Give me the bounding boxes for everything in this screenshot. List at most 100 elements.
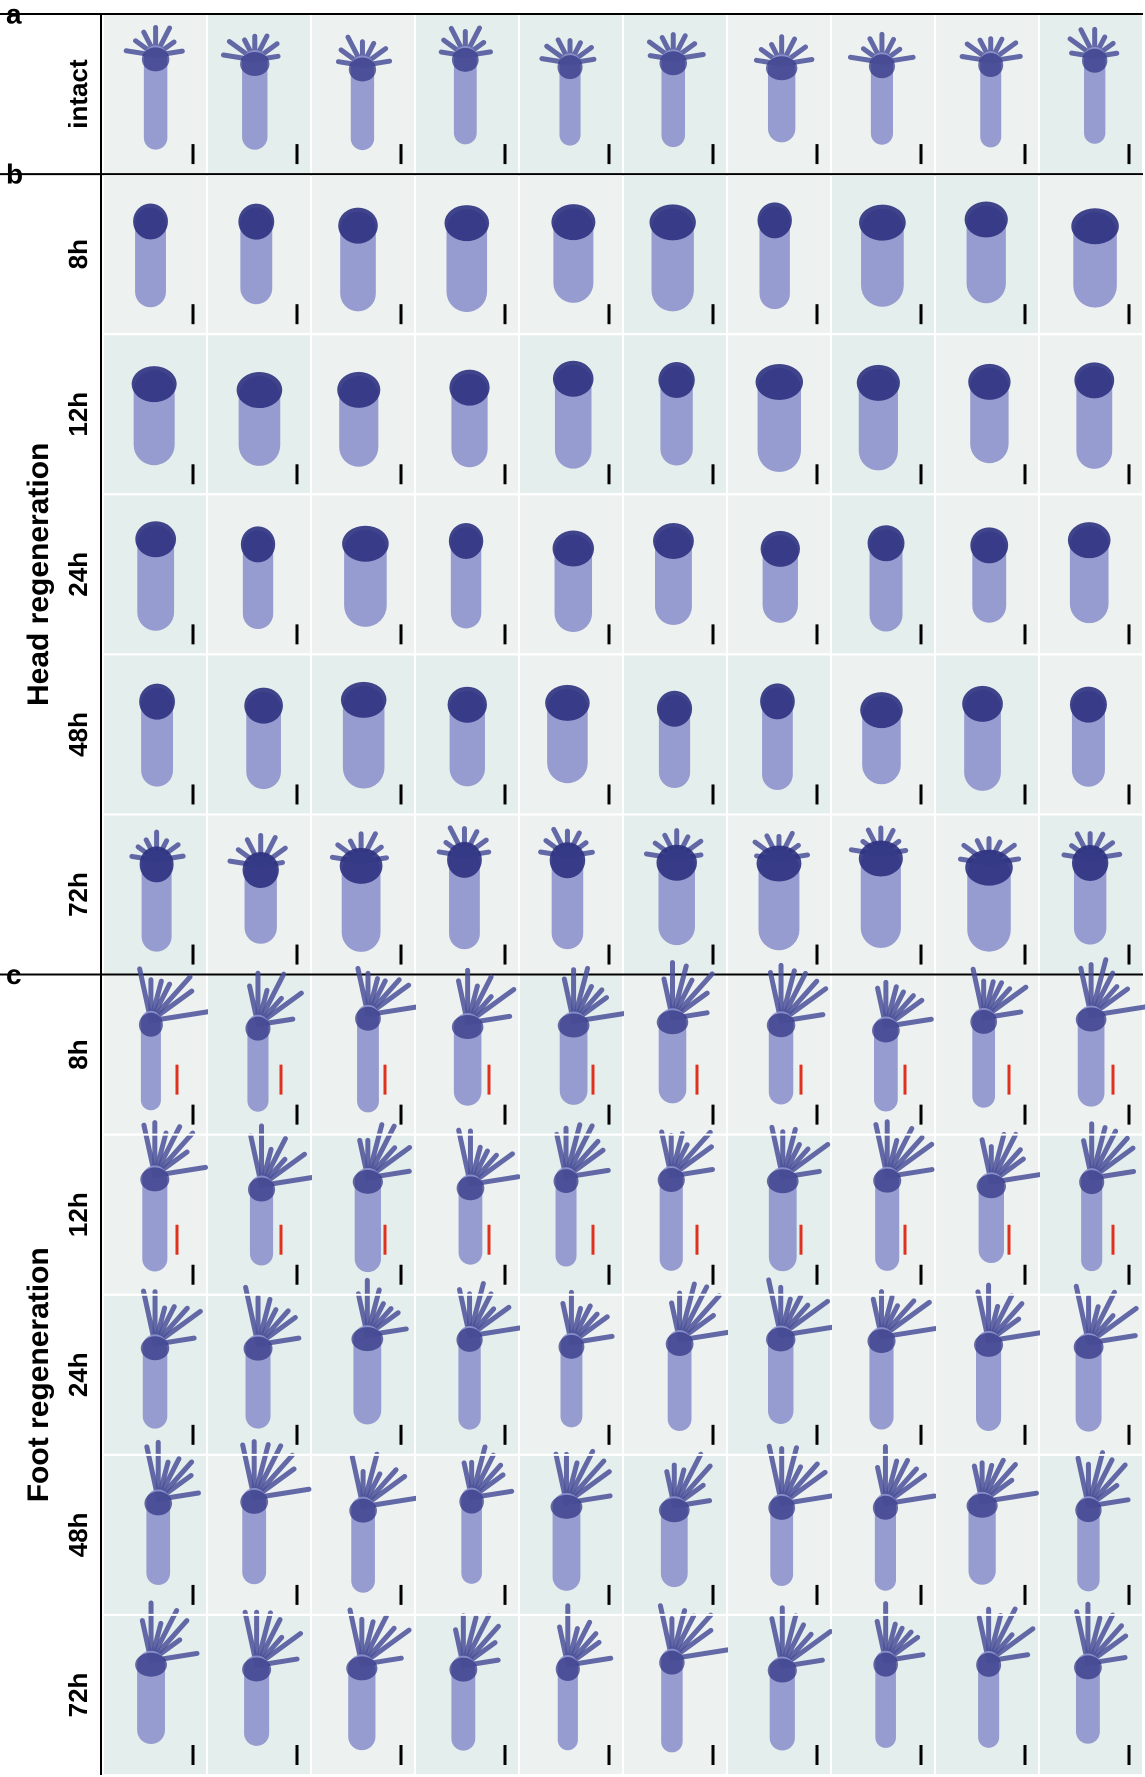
head <box>346 1656 377 1680</box>
specimen-image <box>728 15 830 173</box>
specimen-image <box>936 1456 1038 1614</box>
specimen-image <box>104 335 206 493</box>
specimen-image <box>832 15 934 173</box>
specimen-image <box>208 815 310 973</box>
specimen-image <box>936 969 1038 1133</box>
group-label: Head regeneration <box>22 443 55 706</box>
head <box>545 685 590 721</box>
specimen-image <box>624 815 726 973</box>
head <box>767 1169 799 1193</box>
specimen-image <box>832 1122 934 1294</box>
head <box>976 1653 1001 1677</box>
specimen-image <box>728 335 830 493</box>
head <box>857 365 900 401</box>
specimen-image <box>416 1616 518 1774</box>
head <box>756 364 803 400</box>
head <box>974 1333 1003 1357</box>
head <box>768 1659 797 1683</box>
specimen-image <box>1040 335 1142 493</box>
specimen-image <box>936 495 1038 653</box>
specimen-image <box>936 15 1038 173</box>
head <box>349 1499 377 1523</box>
specimen-image <box>312 1454 421 1614</box>
head <box>554 1169 579 1193</box>
head <box>551 204 595 240</box>
head <box>550 842 586 878</box>
head <box>1075 1498 1101 1522</box>
head <box>144 1491 172 1515</box>
head <box>132 366 177 402</box>
head <box>553 361 594 397</box>
specimen-image <box>312 175 414 333</box>
specimen-image <box>520 1125 622 1294</box>
head <box>860 692 903 728</box>
head <box>457 1176 485 1200</box>
head <box>243 852 279 888</box>
specimen-image <box>416 495 518 653</box>
specimen-image <box>520 335 622 493</box>
head <box>872 1018 900 1042</box>
head <box>1074 362 1114 398</box>
specimen-image <box>624 175 726 333</box>
specimen-image <box>208 655 310 813</box>
specimen-image <box>520 815 622 973</box>
head <box>766 1327 795 1351</box>
specimen-image <box>832 175 934 333</box>
specimen-image <box>104 495 206 653</box>
specimen-image <box>208 1442 310 1614</box>
head <box>873 1169 901 1193</box>
specimen-image <box>1040 1604 1142 1774</box>
head <box>240 52 269 76</box>
specimen-image <box>208 335 310 493</box>
specimen-image <box>728 175 830 333</box>
specimen-image <box>416 1283 519 1453</box>
head <box>141 1336 170 1360</box>
head <box>1068 522 1111 558</box>
specimen-image <box>624 963 726 1134</box>
specimen-image <box>104 1442 206 1614</box>
row-label: 8h <box>63 239 93 269</box>
row-label: 48h <box>63 1512 93 1557</box>
specimen-image <box>728 655 830 813</box>
specimen-image <box>416 1130 518 1294</box>
head <box>970 527 1008 563</box>
specimen-image <box>832 1604 934 1774</box>
row-label: 72h <box>63 1673 93 1718</box>
head <box>761 531 800 567</box>
head <box>1074 1655 1102 1679</box>
head <box>978 53 1003 77</box>
specimen-image <box>1040 960 1145 1134</box>
specimen-image <box>624 335 726 493</box>
row-label: 8h <box>63 1039 93 1069</box>
head <box>1071 208 1119 244</box>
row-label: 72h <box>63 872 93 917</box>
head <box>965 850 1013 886</box>
head <box>238 204 274 240</box>
head <box>650 204 696 240</box>
row-label: 12h <box>63 1192 93 1237</box>
head <box>449 523 483 559</box>
specimen-image <box>312 15 414 173</box>
head <box>452 1015 484 1039</box>
head <box>760 683 795 719</box>
specimen-image <box>1040 175 1142 333</box>
specimen-image <box>208 495 310 653</box>
head <box>873 1496 898 1520</box>
specimen-image <box>624 655 726 813</box>
head <box>459 1490 484 1514</box>
head <box>353 1170 383 1194</box>
head <box>351 1327 383 1351</box>
head <box>657 691 692 727</box>
specimen-image <box>936 655 1038 813</box>
specimen-image <box>728 1127 830 1293</box>
head <box>977 1174 1006 1198</box>
specimen-image <box>832 976 934 1134</box>
head <box>757 845 802 881</box>
specimen-image <box>416 175 518 333</box>
specimen-image <box>312 815 414 973</box>
head <box>659 1651 684 1675</box>
head <box>241 526 275 562</box>
head <box>859 840 903 876</box>
specimen-image <box>936 1609 1038 1774</box>
head <box>248 1178 275 1202</box>
